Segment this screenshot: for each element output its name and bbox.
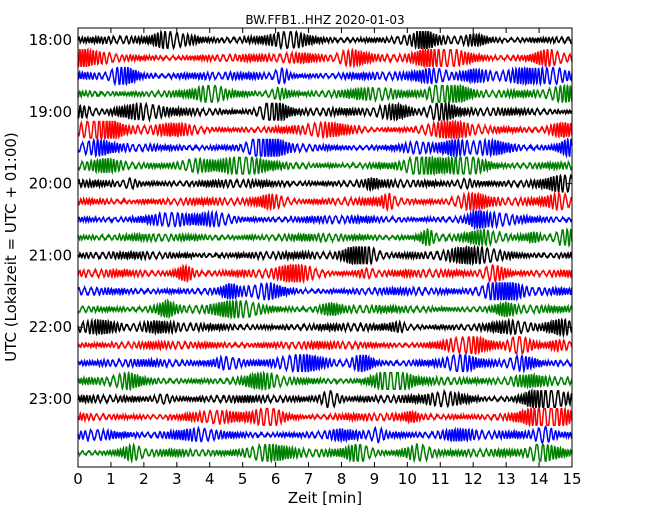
trace-2100 [77, 244, 573, 267]
y-axis-label: UTC (Lokalzeit = UTC + 01:00) [2, 132, 20, 362]
trace-2015 [77, 190, 573, 213]
x-tick-label-6: 6 [271, 470, 281, 488]
x-tick-label-2: 2 [139, 470, 149, 488]
y-tick-label-2100: 21:00 [29, 246, 72, 264]
x-tick-label-8: 8 [337, 470, 347, 488]
trace-2115 [77, 263, 573, 285]
trace-1945 [77, 154, 573, 177]
x-axis: 0 1 2 3 4 5 6 7 8 9 10 11 12 13 14 15 [73, 28, 582, 488]
trace-group [77, 29, 573, 464]
y-tick-label-1900: 19:00 [29, 103, 72, 121]
y-axis: 18:00 19:00 20:00 21:00 22:00 23:00 [29, 31, 572, 408]
trace-2245 [77, 370, 573, 392]
trace-2215 [77, 335, 573, 356]
x-tick-label-7: 7 [304, 470, 314, 488]
trace-2315 [77, 405, 573, 428]
trace-2130 [77, 281, 573, 303]
trace-2000 [77, 173, 573, 193]
x-tick-label-12: 12 [464, 470, 483, 488]
x-axis-label: Zeit [min] [288, 489, 362, 507]
y-tick-label-2200: 22:00 [29, 318, 72, 336]
trace-1800 [77, 29, 573, 51]
trace-1915 [77, 119, 573, 141]
trace-2030 [77, 208, 573, 231]
trace-2300 [77, 387, 573, 409]
chart-title: BW.FFB1..HHZ 2020-01-03 [245, 13, 404, 27]
x-tick-label-1: 1 [106, 470, 116, 488]
trace-1845 [77, 83, 573, 104]
trace-2330 [77, 425, 573, 445]
x-tick-label-15: 15 [562, 470, 581, 488]
trace-2230 [77, 353, 573, 374]
trace-2045 [77, 227, 573, 248]
trace-1815 [77, 47, 573, 69]
trace-2200 [77, 317, 573, 339]
trace-2345 [77, 442, 573, 464]
y-tick-label-2000: 20:00 [29, 175, 72, 193]
x-tick-label-4: 4 [205, 470, 215, 488]
x-tick-label-13: 13 [497, 470, 516, 488]
y-tick-label-1800: 18:00 [29, 31, 72, 49]
x-tick-label-14: 14 [530, 470, 549, 488]
y-tick-label-2300: 23:00 [29, 390, 72, 408]
x-tick-label-11: 11 [431, 470, 450, 488]
plot-frame [77, 27, 573, 468]
trace-1900 [77, 100, 573, 123]
x-tick-label-10: 10 [398, 470, 417, 488]
x-tick-label-9: 9 [370, 470, 380, 488]
trace-1930 [77, 137, 573, 159]
x-tick-label-3: 3 [172, 470, 182, 488]
x-tick-label-5: 5 [238, 470, 248, 488]
trace-1830 [77, 65, 573, 87]
trace-2145 [77, 298, 573, 320]
x-tick-label-0: 0 [73, 470, 83, 488]
